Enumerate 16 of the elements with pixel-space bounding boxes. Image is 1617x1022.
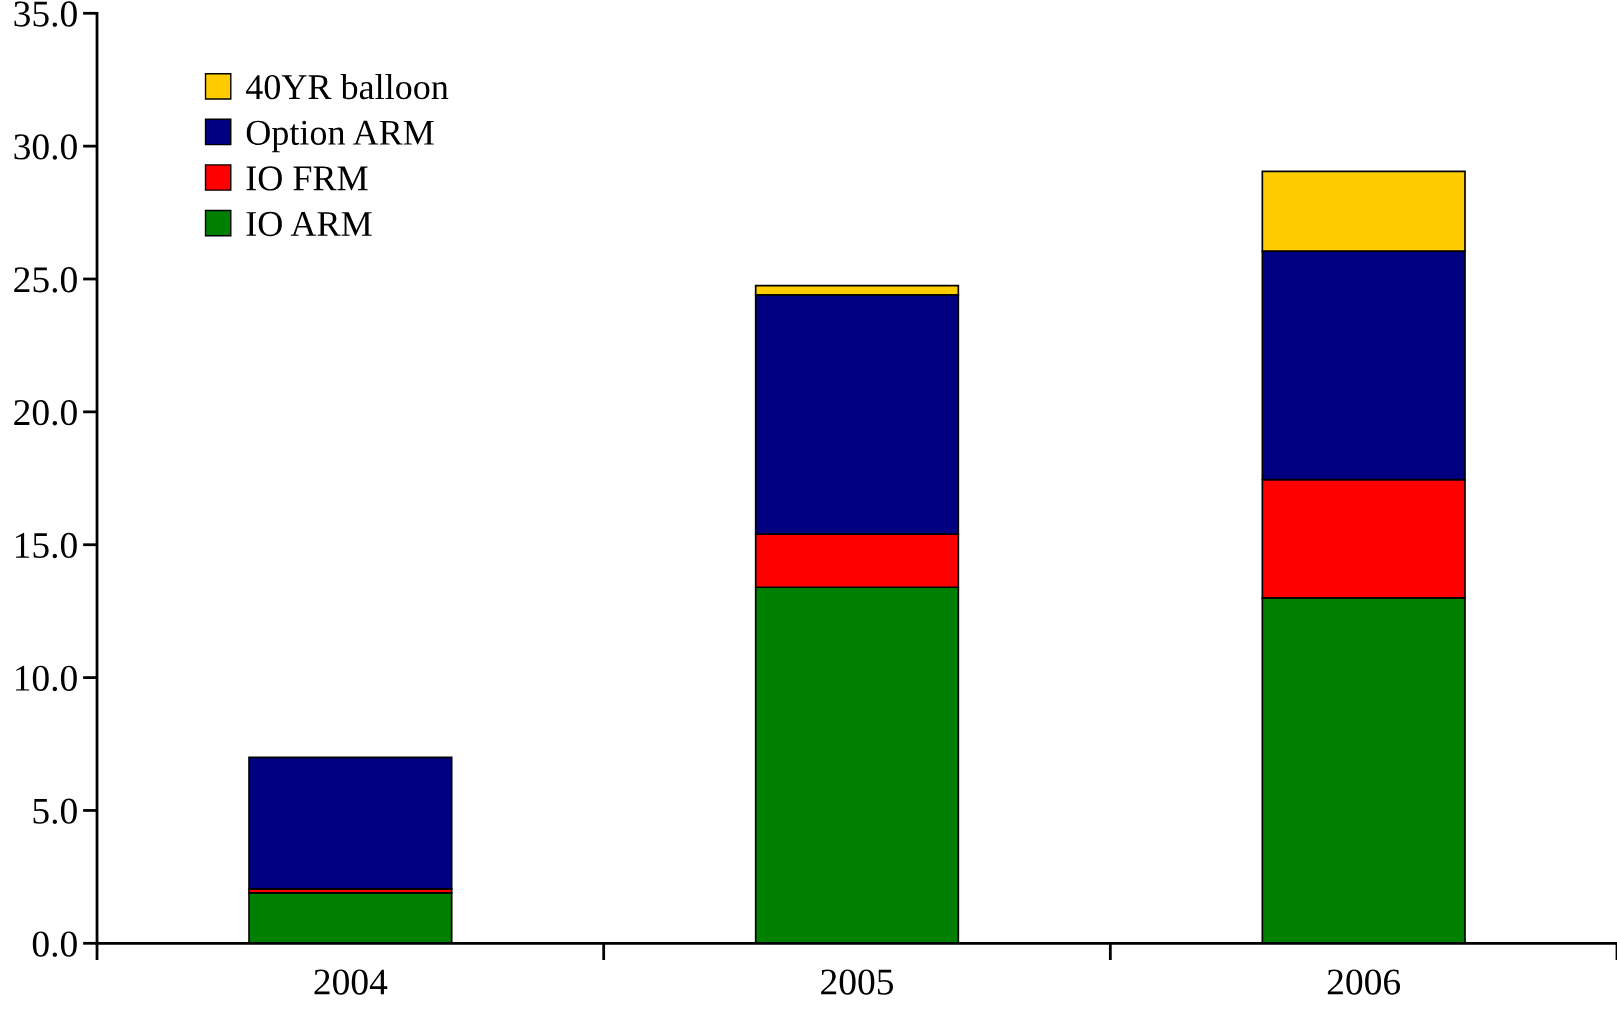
legend-label: Option ARM bbox=[246, 120, 434, 153]
bar bbox=[248, 756, 453, 890]
y-tick-label: 10.0 bbox=[15, 665, 77, 692]
x-tick-label: 2006 bbox=[1327, 969, 1401, 995]
x-tick-label: 2004 bbox=[314, 969, 388, 995]
y-tick-label: 15.0 bbox=[15, 532, 77, 559]
legend-label: 40YR balloon bbox=[245, 73, 449, 100]
y-tick-label: 35.0 bbox=[14, 1, 77, 27]
y-tick-label: 20.0 bbox=[14, 399, 77, 426]
y-tick-label: 30.0 bbox=[14, 134, 77, 160]
y-tick-label: 0.0 bbox=[32, 931, 77, 957]
legend-label: IO FRM bbox=[246, 166, 368, 191]
y-tick-label: 25.0 bbox=[14, 267, 77, 293]
x-tick-label: 2005 bbox=[821, 969, 894, 995]
y-tick-label: 5.0 bbox=[33, 798, 77, 824]
legend-label: IO ARM bbox=[246, 211, 372, 237]
